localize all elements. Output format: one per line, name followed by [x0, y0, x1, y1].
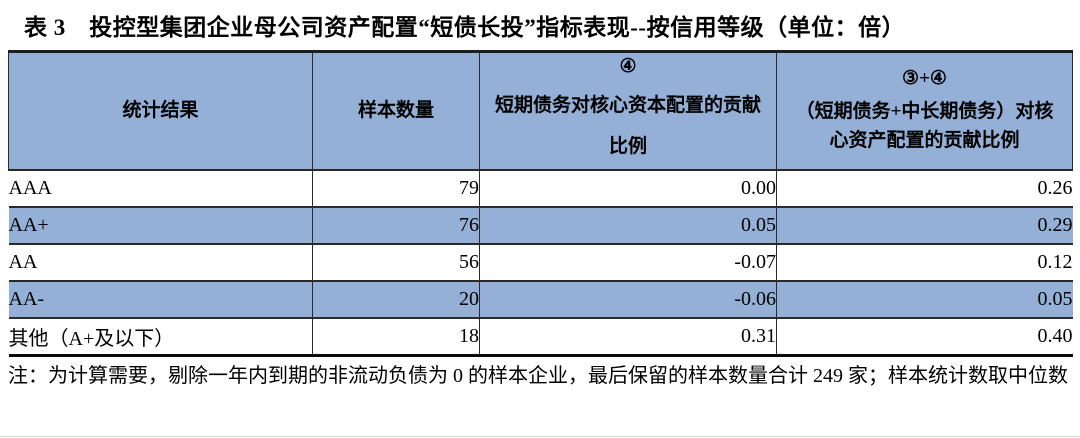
header-label-short-debt-contribution: 短期债务对核心资本配置的贡献比例 — [494, 94, 761, 157]
page-title: 表 3 投控型集团企业母公司资产配置“短债长投”指标表现--按信用等级（单位：倍… — [24, 15, 906, 40]
rating-cell: AAA — [8, 170, 313, 208]
combined-contribution-cell: 0.12 — [776, 244, 1073, 282]
samples-cell: 76 — [312, 207, 480, 245]
credit-rating-table: 统计结果 样本数量 ④ 短期债务对核心资本配置的贡献比例 ③+④ （短期债务+中… — [8, 50, 1073, 357]
header-label-stat-result: 统计结果 — [122, 99, 199, 121]
header-symbol-circle4: ④ — [619, 55, 637, 77]
table-row-other: 其他（A+及以下） 18 0.31 0.40 — [8, 318, 1073, 357]
header-cell-sample-count: 样本数量 — [312, 50, 480, 171]
samples-cell: 18 — [312, 318, 480, 357]
samples-cell: 79 — [312, 170, 480, 208]
header-cell-short-debt-contribution: ④ 短期债务对核心资本配置的贡献比例 — [479, 50, 777, 171]
short-debt-contribution-cell: -0.06 — [479, 281, 777, 319]
header-label-combined-contribution: （短期债务+中长期债务）对核心资产配置的贡献比例 — [795, 101, 1054, 151]
combined-contribution-cell: 0.26 — [776, 170, 1073, 208]
short-debt-contribution-cell: 0.05 — [479, 207, 777, 245]
header-label-sample-count: 样本数量 — [357, 99, 434, 121]
table-row-aa: AA 56 -0.07 0.12 — [8, 244, 1073, 282]
table-header-row: 统计结果 样本数量 ④ 短期债务对核心资本配置的贡献比例 ③+④ （短期债务+中… — [8, 50, 1073, 171]
short-debt-contribution-cell: 0.00 — [479, 170, 777, 208]
samples-cell: 56 — [312, 244, 480, 282]
table-row-aa-minus: AA- 20 -0.06 0.05 — [8, 281, 1073, 319]
short-debt-contribution-cell: 0.31 — [479, 318, 777, 357]
table-row-aa-plus: AA+ 76 0.05 0.29 — [8, 207, 1073, 245]
header-symbol-circle3-plus-circle4: ③+④ — [902, 68, 947, 89]
header-cell-stat-result: 统计结果 — [8, 50, 313, 171]
combined-contribution-cell: 0.05 — [776, 281, 1073, 319]
table-row-aaa: AAA 79 0.00 0.26 — [8, 170, 1073, 208]
header-cell-combined-contribution: ③+④ （短期债务+中长期债务）对核心资产配置的贡献比例 — [776, 50, 1073, 171]
combined-contribution-cell: 0.40 — [776, 318, 1073, 357]
combined-contribution-cell: 0.29 — [776, 207, 1073, 245]
table-footnote: 注：为计算需要，剔除一年内到期的非流动负债为 0 的样本企业，最后保留的样本数量… — [8, 365, 1068, 387]
rating-cell: AA+ — [8, 207, 313, 245]
bottom-divider — [0, 436, 1080, 437]
rating-cell: 其他（A+及以下） — [8, 318, 313, 357]
samples-cell: 20 — [312, 281, 480, 319]
short-debt-contribution-cell: -0.07 — [479, 244, 777, 282]
rating-cell: AA- — [8, 281, 313, 319]
rating-cell: AA — [8, 244, 313, 282]
